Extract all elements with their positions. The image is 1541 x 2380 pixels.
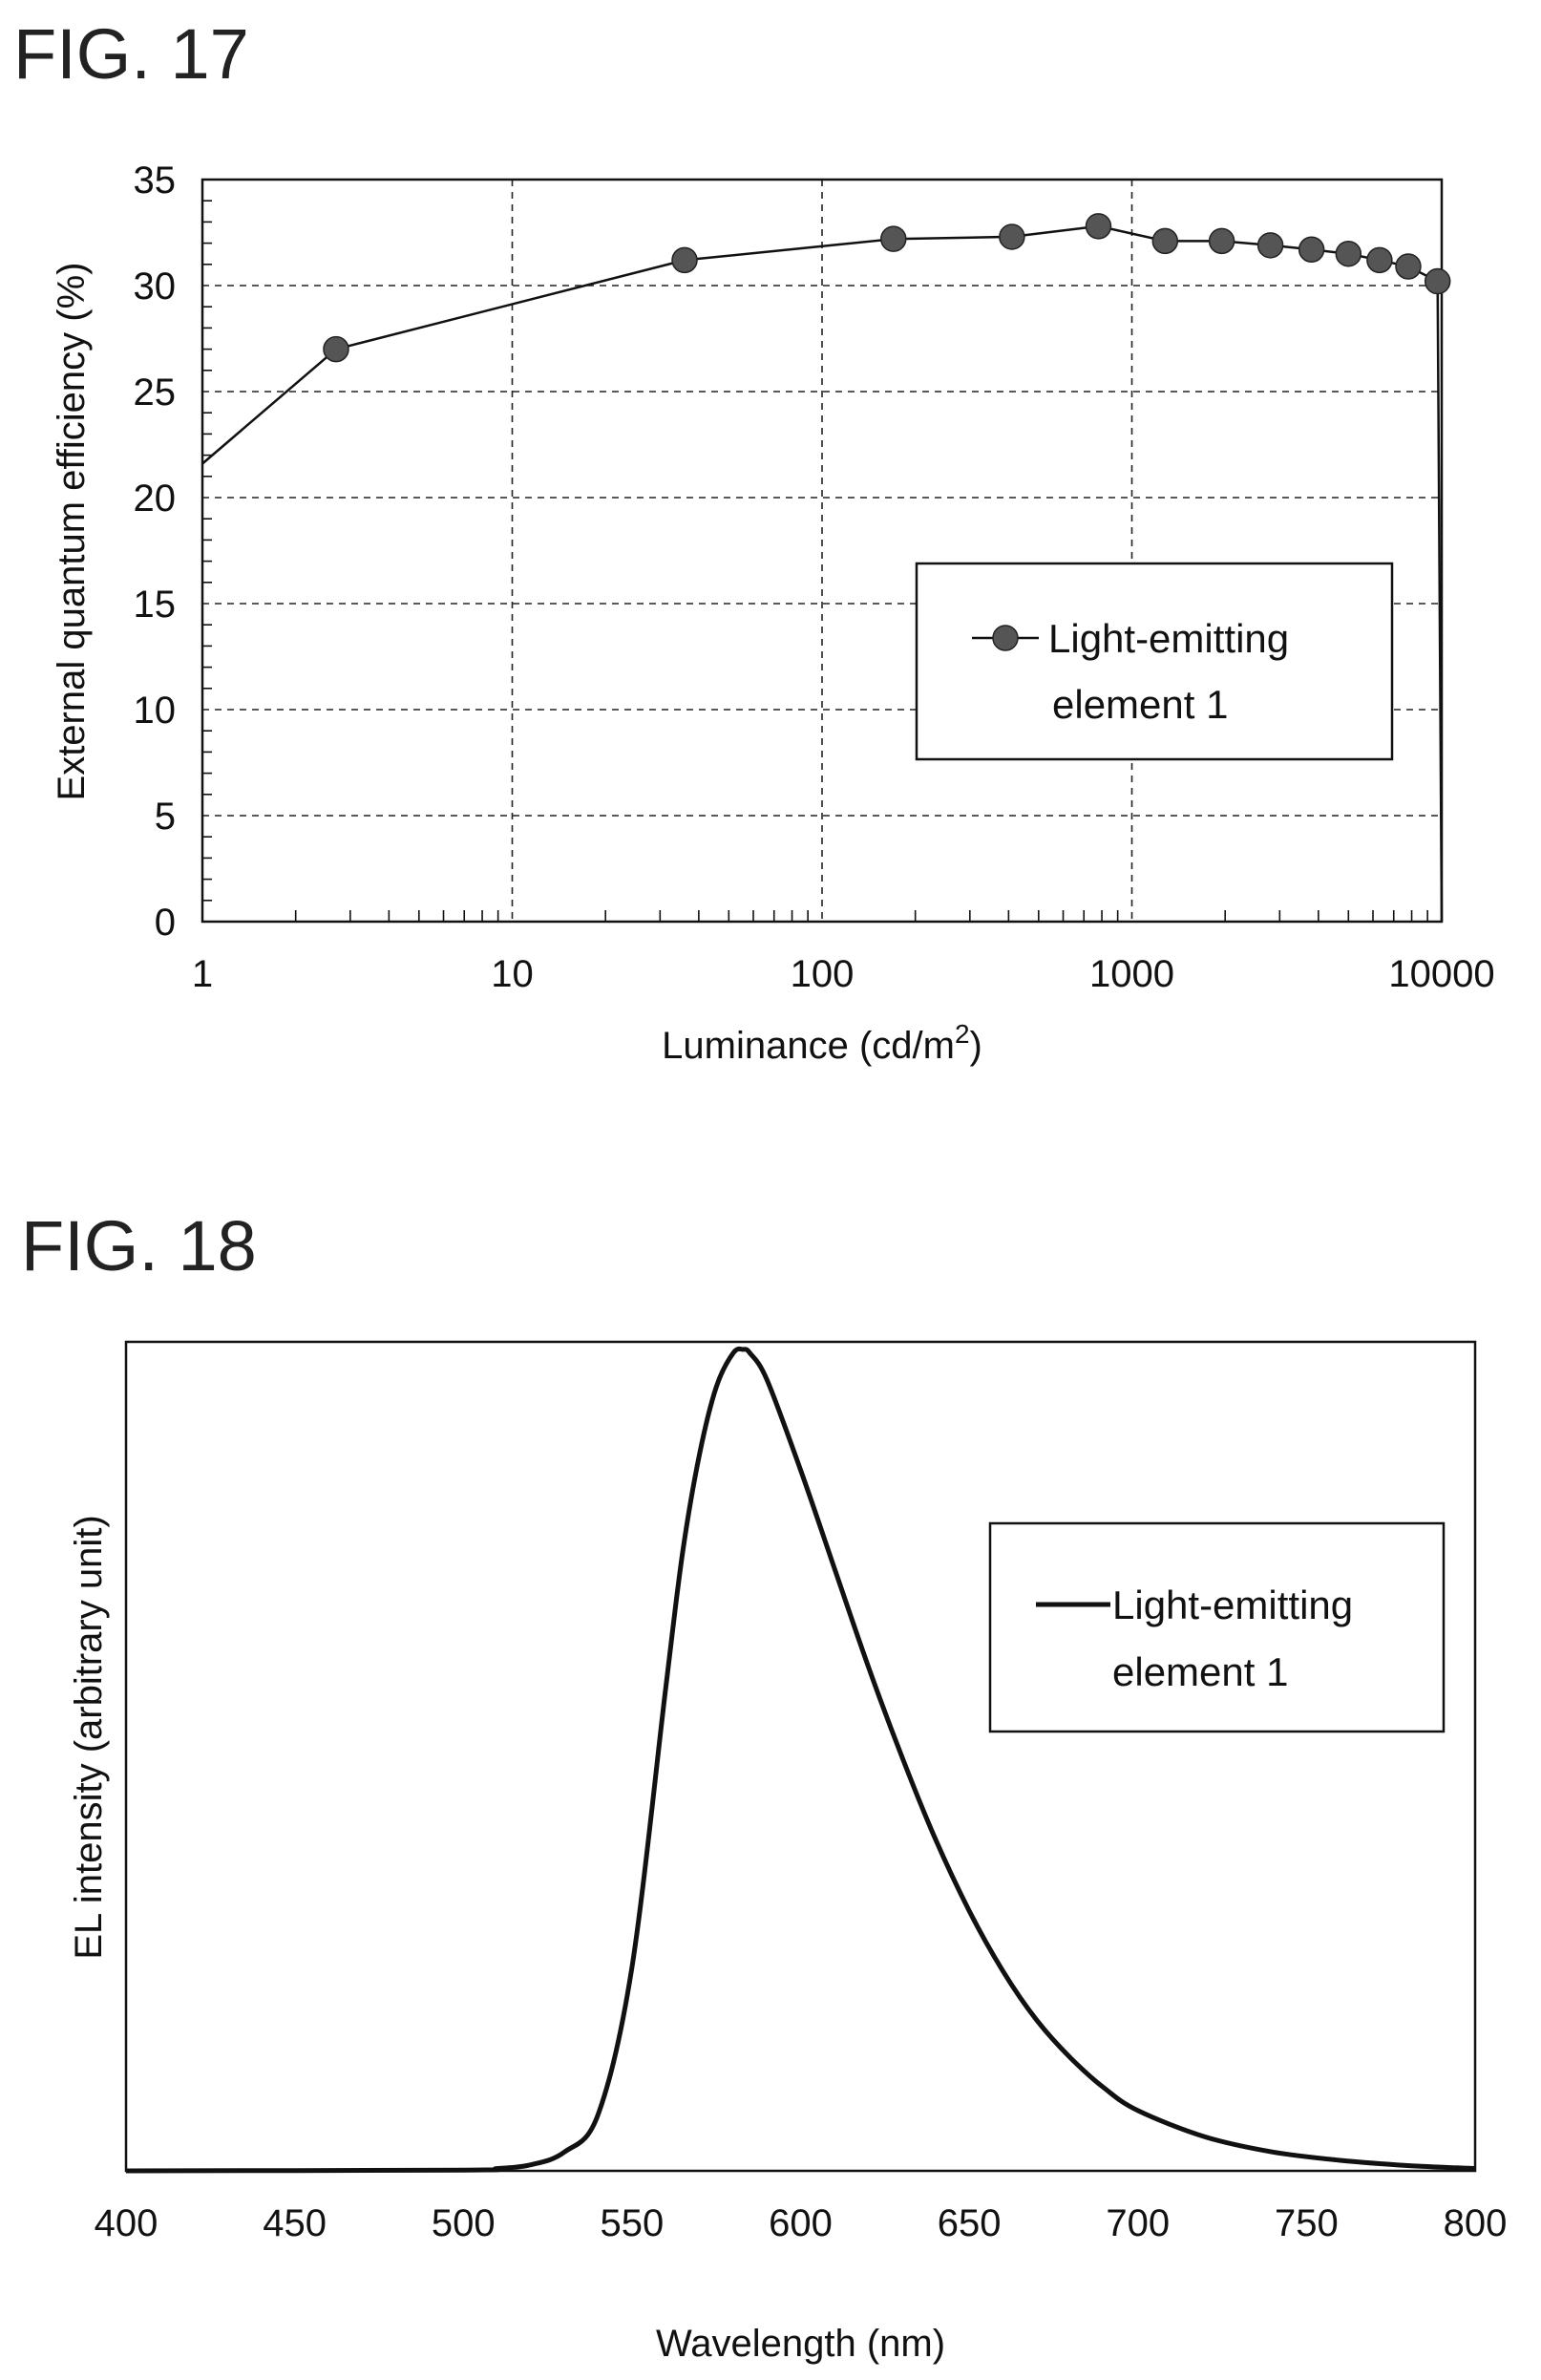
fig17-x-tick-label: 10 xyxy=(491,953,534,995)
fig18-x-tick-label: 800 xyxy=(1444,2202,1508,2244)
fig17-data-point xyxy=(1395,253,1422,280)
fig18-legend-text-line1: Light-emitting xyxy=(1112,1583,1353,1627)
fig17-x-tick-label: 100 xyxy=(791,953,855,995)
fig17-legend-box xyxy=(915,562,1394,761)
fig18-x-tick-label: 400 xyxy=(95,2202,158,2244)
fig18-x-tick-label: 650 xyxy=(938,2202,1002,2244)
fig17-x-tick-label: 10000 xyxy=(1388,953,1494,995)
fig17-data-point xyxy=(1256,232,1284,259)
fig18-plot-frame xyxy=(124,1340,1477,2173)
fig18-x-tick-labels: 400 450 500 550 600 650 700 750 800 xyxy=(95,2202,1508,2244)
fig18-y-axis-label: EL intensity (arbitrary unit) xyxy=(68,1515,110,1959)
fig17-y-tick-label: 10 xyxy=(134,690,177,732)
fig17-y-tick-label: 15 xyxy=(134,584,177,626)
fig17-x-tick-label: 1 xyxy=(192,953,213,995)
fig17-data-point xyxy=(880,225,907,252)
fig17-y-tick-label: 25 xyxy=(134,372,177,414)
fig18-x-tick-label: 550 xyxy=(601,2202,665,2244)
fig18-x-tick-label: 600 xyxy=(769,2202,833,2244)
fig17-data-point xyxy=(323,335,349,363)
fig18-x-axis-label: Wavelength (nm) xyxy=(656,2323,945,2365)
fig17-y-tick-label: 5 xyxy=(155,796,176,838)
fig17-data-point xyxy=(999,223,1025,250)
fig17-x-tick-labels: 1 10 100 1000 10000 xyxy=(192,953,1495,995)
fig17-y-tick-label: 30 xyxy=(134,266,177,308)
fig17-minor-ticks xyxy=(202,200,1428,922)
fig17-gridlines xyxy=(202,180,1442,922)
fig17-data-point xyxy=(671,246,698,274)
fig17-data-point xyxy=(1208,227,1235,255)
fig17-data-point xyxy=(1424,267,1451,295)
fig17-legend-text-line2: element 1 xyxy=(1052,682,1228,727)
fig18-x-tick-label: 750 xyxy=(1275,2202,1339,2244)
fig18-legend-box xyxy=(988,1521,1446,1733)
fig17-data-point xyxy=(1366,246,1393,274)
fig17-y-tick-label: 35 xyxy=(134,159,177,202)
fig17-y-tick-label: 0 xyxy=(155,902,176,944)
fig17-y-tick-labels: 0 5 10 15 20 25 30 35 xyxy=(134,159,177,944)
fig17-legend-text-line1: Light-emitting xyxy=(1048,616,1289,661)
fig17-legend: Light-emitting element 1 xyxy=(915,562,1394,761)
fig17-y-tick-label: 20 xyxy=(134,478,177,520)
fig17-series-points xyxy=(323,213,1451,363)
chart-fig17: FIG. 17 1 10 100 1000 10000 0 5 10 15 20 25 30 35 L… xyxy=(13,14,1495,1067)
fig17-label: FIG. 17 xyxy=(13,14,249,94)
fig18-label: FIG. 18 xyxy=(21,1206,257,1286)
fig17-data-point xyxy=(1335,240,1362,267)
fig18-x-tick-label: 700 xyxy=(1106,2202,1170,2244)
fig18-series-curve xyxy=(125,1346,1476,2174)
fig17-data-point xyxy=(1298,236,1325,264)
chart-fig18: FIG. 18 400 450 500 550 600 650 700 750 800 Wave… xyxy=(21,1206,1507,2365)
fig18-legend: Light-emitting element 1 xyxy=(988,1521,1446,1733)
fig17-x-tick-label: 1000 xyxy=(1089,953,1174,995)
fig17-data-point xyxy=(1085,213,1112,240)
fig17-legend-marker xyxy=(992,625,1019,651)
fig18-x-tick-label: 450 xyxy=(263,2202,327,2244)
fig17-plot-frame xyxy=(201,178,1444,924)
fig18-legend-text-line2: element 1 xyxy=(1112,1649,1288,1694)
fig17-data-point xyxy=(1151,227,1179,255)
fig17-y-axis-label: External quantum efficiency (%) xyxy=(51,263,93,801)
fig18-x-tick-label: 500 xyxy=(432,2202,496,2244)
fig17-x-axis-label: Luminance (cd/m2) xyxy=(662,1019,982,1067)
